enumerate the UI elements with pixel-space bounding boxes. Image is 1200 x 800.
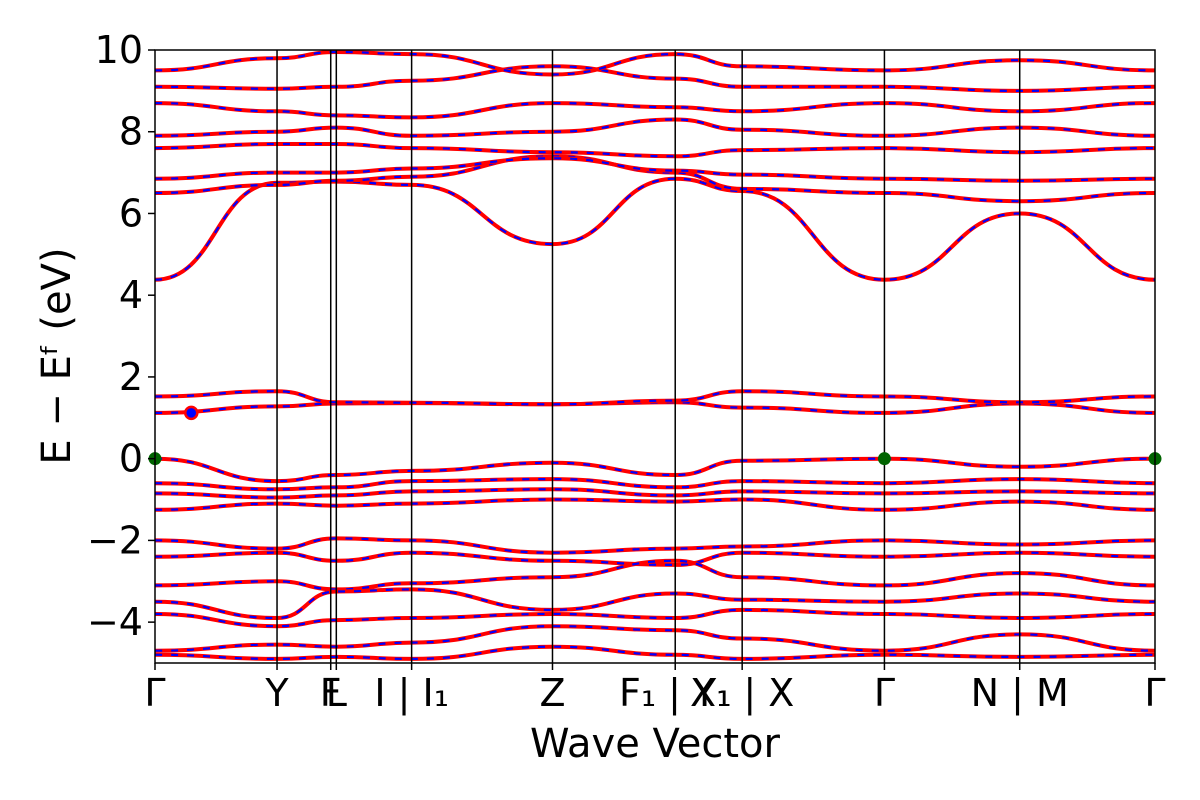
plot-frame xyxy=(154,49,1156,664)
y-axis-label: E − Eᶠ (eV) xyxy=(34,247,80,464)
band-line-spin-up xyxy=(155,644,1155,661)
x-tick-label: N | M xyxy=(971,671,1069,716)
band-line-spin-down xyxy=(155,625,1155,652)
valence-band-maximum-marker xyxy=(877,452,891,466)
x-tick-label: X₁ | X xyxy=(690,671,794,716)
x-tick-label: Y xyxy=(264,671,289,715)
band-line-spin-up xyxy=(155,142,1155,159)
y-tick-label: 4 xyxy=(119,273,143,317)
band-line-spin-down xyxy=(155,588,1155,620)
y-tick-label: 10 xyxy=(95,28,143,72)
y-tick-label: 6 xyxy=(119,191,143,235)
x-tick-label: Γ xyxy=(144,671,165,715)
x-tick-label: F xyxy=(320,671,342,715)
x-axis-label: Wave Vector xyxy=(530,721,781,767)
bands-layer xyxy=(155,50,1155,661)
band-line-spin-down xyxy=(155,65,1155,93)
conduction-band-minimum-marker xyxy=(184,405,199,421)
x-tick-label: Γ xyxy=(1144,671,1165,715)
band-line-spin-up xyxy=(155,101,1155,120)
x-tick-label: Z xyxy=(539,671,565,715)
y-tick-label: −2 xyxy=(87,518,143,562)
x-tick-label: I | I₁ xyxy=(374,671,449,716)
x-tick-label: L xyxy=(326,671,347,715)
band-line-spin-down xyxy=(155,551,1155,567)
band-line-spin-down xyxy=(155,488,1155,499)
band-line-spin-down xyxy=(155,401,1155,415)
y-tick-label: 0 xyxy=(119,437,143,481)
y-tick-label: 8 xyxy=(119,110,143,154)
y-axis-ticks: −4 −2 0 2 4 6 8 10 xyxy=(87,28,155,644)
band-line-spin-up xyxy=(155,389,1155,407)
band-line-spin-down xyxy=(155,559,1155,591)
y-tick-label: 2 xyxy=(119,355,143,399)
x-tick-label: Γ xyxy=(874,671,895,715)
x-tick-label: F₁ | Y₁ xyxy=(619,671,732,716)
band-line-spin-up xyxy=(155,456,1155,484)
y-tick-label: −4 xyxy=(87,600,143,644)
band-line-spin-down xyxy=(155,50,1155,76)
band-line-spin-up xyxy=(155,477,1155,492)
band-line-spin-up xyxy=(155,156,1155,183)
band-line-spin-up xyxy=(155,497,1155,512)
kpoint-boundaries xyxy=(276,50,1021,663)
band-line-spin-up xyxy=(155,536,1155,555)
band-line-spin-up xyxy=(155,607,1155,629)
band-line-spin-up xyxy=(155,117,1155,138)
